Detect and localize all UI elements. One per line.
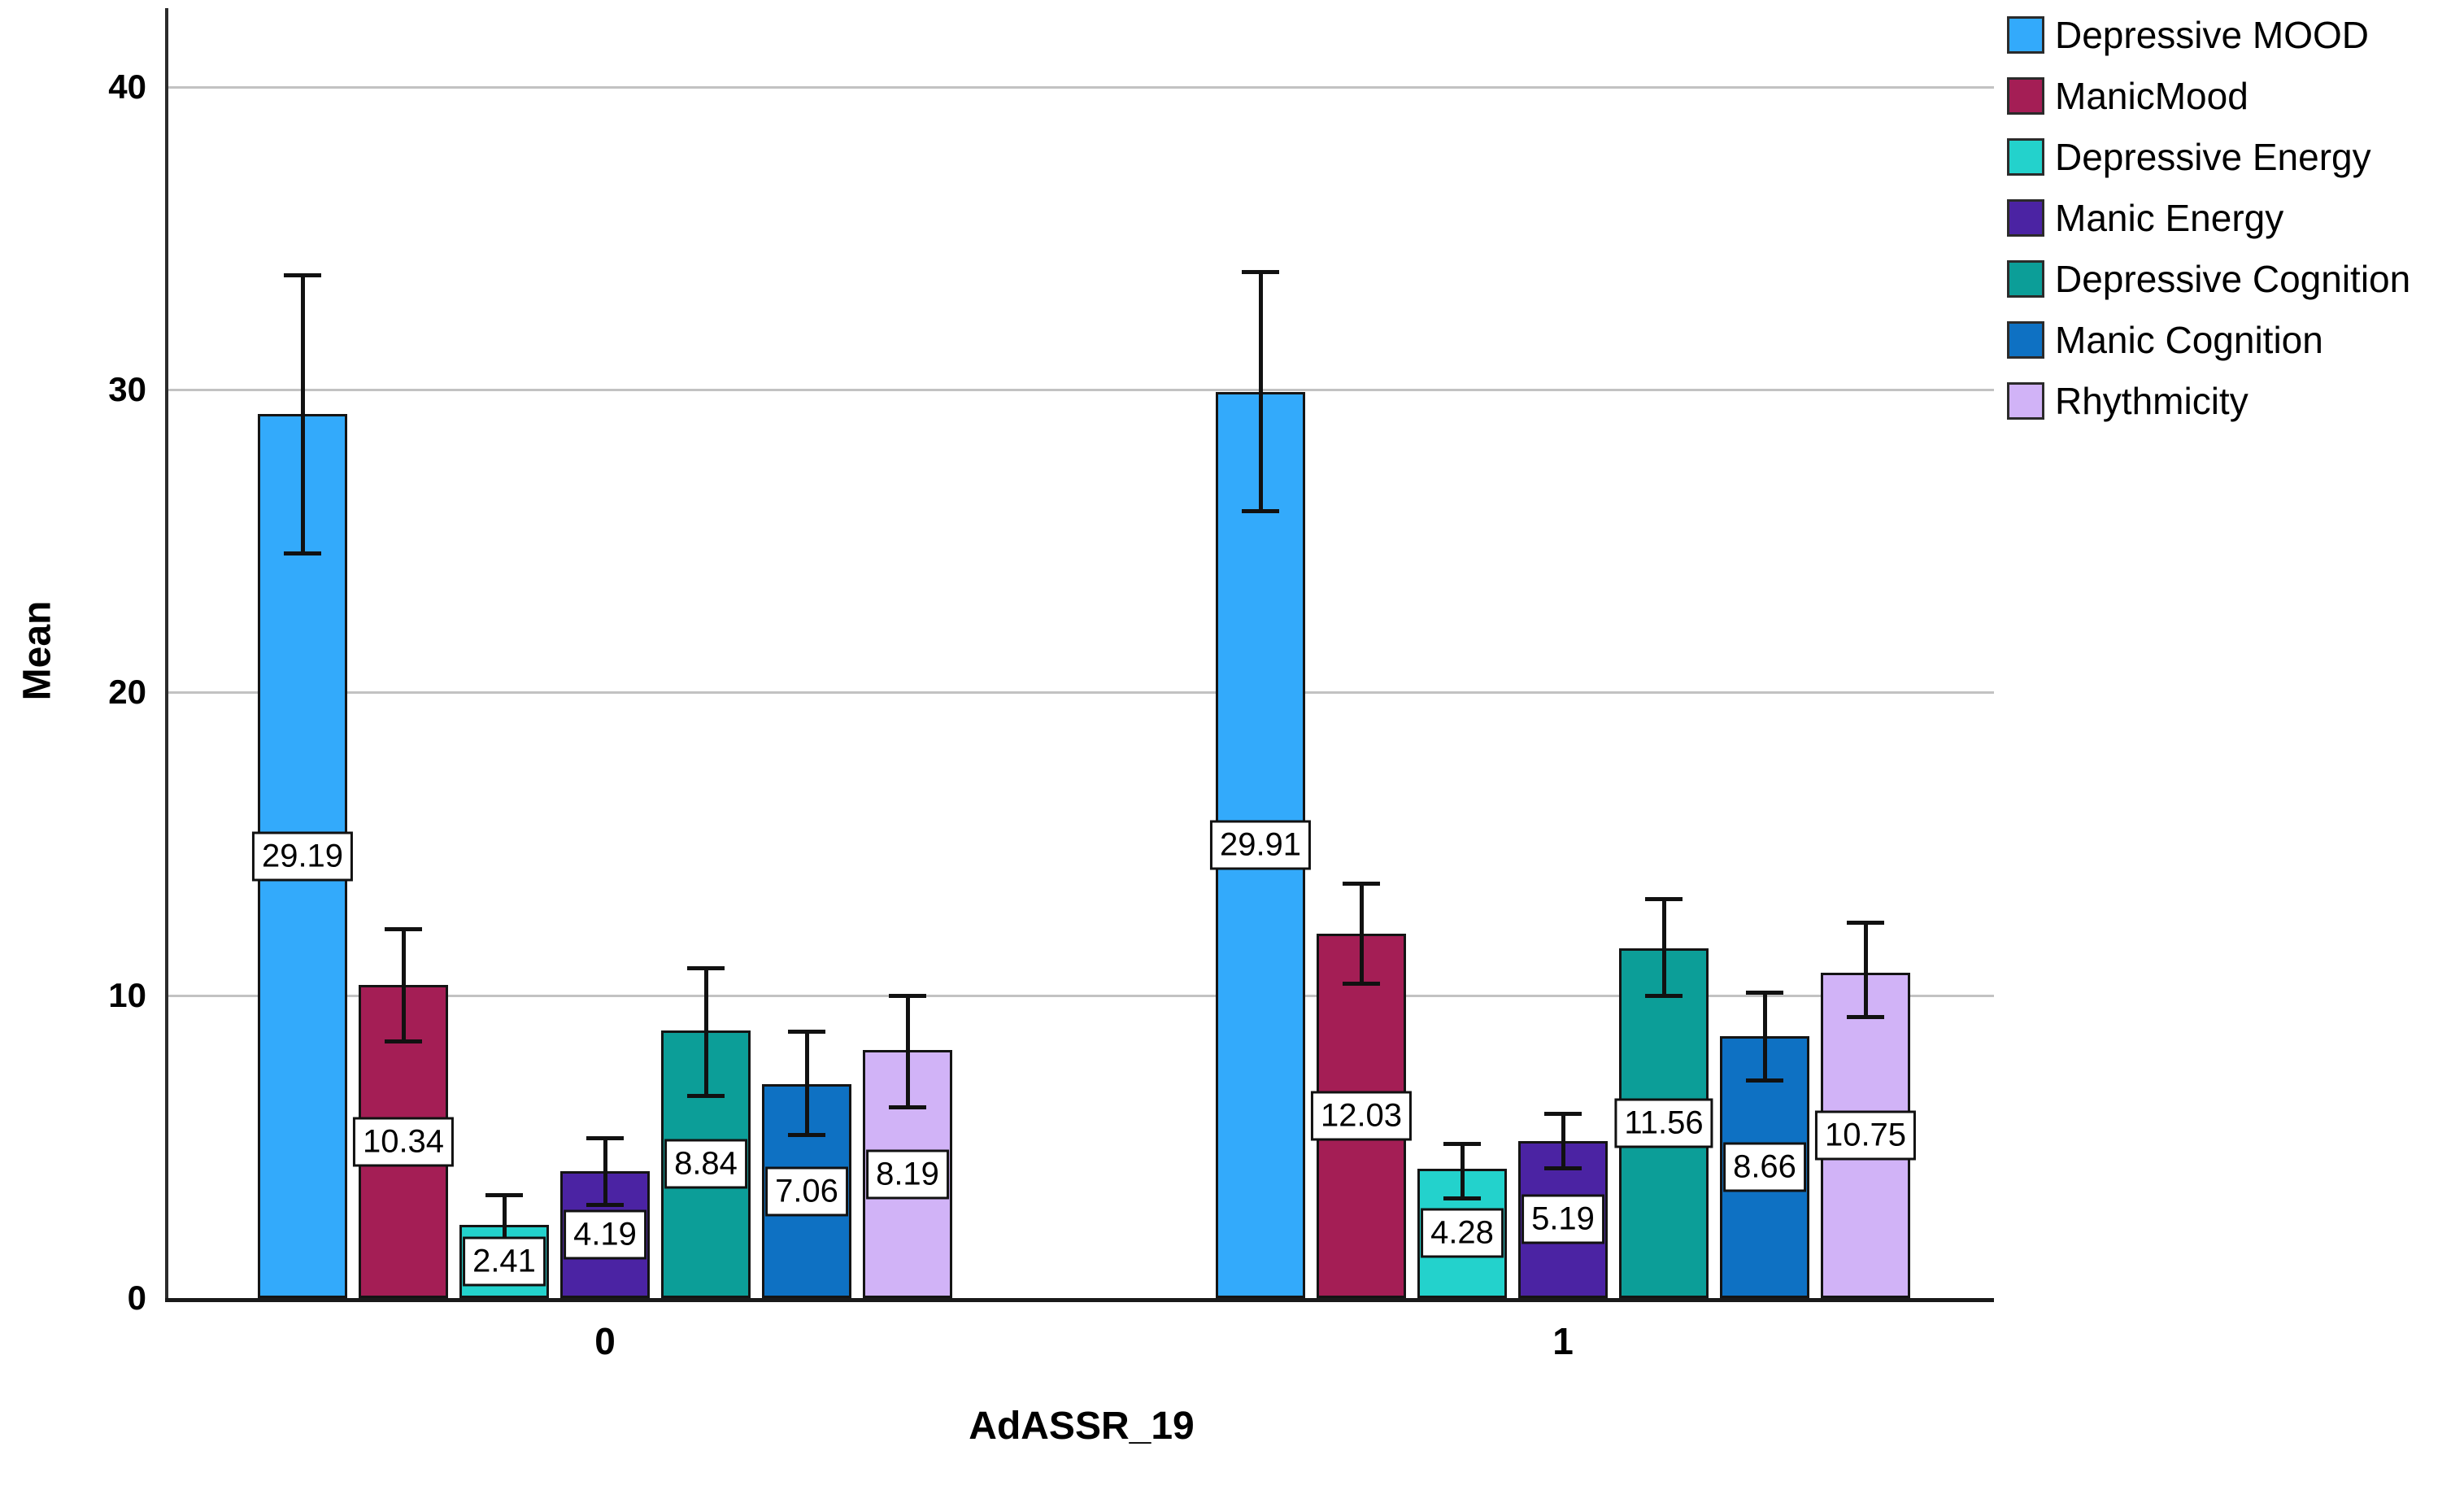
legend-item: ManicMood bbox=[2007, 74, 2410, 118]
x-category-label: 1 bbox=[1552, 1320, 1574, 1362]
legend-swatch bbox=[2007, 321, 2044, 359]
error-bar-cap bbox=[1645, 896, 1683, 901]
error-bar-cap bbox=[284, 272, 321, 277]
error-bar bbox=[300, 274, 305, 554]
error-bar bbox=[1863, 922, 1868, 1017]
error-bar bbox=[603, 1137, 607, 1205]
value-label: 8.19 bbox=[866, 1149, 949, 1200]
legend-label: Manic Energy bbox=[2055, 197, 2284, 239]
value-label: 8.66 bbox=[1723, 1142, 1806, 1192]
legend-item: Depressive MOOD bbox=[2007, 13, 2410, 57]
error-bar-cap bbox=[788, 1030, 825, 1035]
error-bar bbox=[1460, 1144, 1465, 1199]
value-label: 11.56 bbox=[1614, 1098, 1713, 1148]
x-axis-line bbox=[165, 1298, 1994, 1302]
y-tick-label: 30 bbox=[108, 370, 146, 409]
legend-swatch bbox=[2007, 382, 2044, 420]
error-bar-cap bbox=[1645, 993, 1683, 998]
value-label: 29.91 bbox=[1209, 820, 1312, 870]
legend-item: Manic Cognition bbox=[2007, 318, 2410, 362]
error-bar-cap bbox=[586, 1135, 624, 1140]
legend-swatch bbox=[2007, 77, 2044, 115]
error-bar bbox=[703, 968, 708, 1096]
value-label: 29.19 bbox=[251, 831, 354, 882]
error-bar-cap bbox=[1343, 981, 1380, 986]
error-bar bbox=[401, 928, 406, 1041]
y-tick-label: 20 bbox=[108, 673, 146, 712]
error-bar-cap bbox=[284, 551, 321, 556]
legend-swatch bbox=[2007, 199, 2044, 237]
legend-label: Depressive Cognition bbox=[2055, 258, 2411, 300]
error-bar-cap bbox=[1443, 1142, 1481, 1147]
legend-item: Depressive Cognition bbox=[2007, 257, 2410, 301]
value-label: 8.84 bbox=[664, 1139, 747, 1189]
legend-label: Depressive Energy bbox=[2055, 136, 2371, 178]
gridline bbox=[168, 85, 1994, 89]
gridline bbox=[168, 691, 1994, 695]
error-bar-cap bbox=[1544, 1111, 1582, 1116]
value-label: 7.06 bbox=[765, 1166, 848, 1217]
error-bar-cap bbox=[1343, 881, 1380, 886]
error-bar bbox=[1762, 991, 1767, 1080]
error-bar-cap bbox=[788, 1132, 825, 1137]
value-label: 2.41 bbox=[463, 1236, 546, 1287]
value-label: 10.34 bbox=[352, 1117, 455, 1167]
legend-item: Rhythmicity bbox=[2007, 379, 2410, 423]
value-label: 5.19 bbox=[1521, 1194, 1604, 1244]
error-bar bbox=[502, 1195, 507, 1253]
legend: Depressive MOOD ManicMood Depressive Energ… bbox=[2007, 13, 2410, 440]
error-bar-cap bbox=[687, 1093, 725, 1098]
x-category-label: 0 bbox=[594, 1320, 616, 1362]
error-bar-cap bbox=[1746, 1078, 1783, 1083]
legend-label: Manic Cognition bbox=[2055, 319, 2323, 361]
error-bar-cap bbox=[1544, 1165, 1582, 1170]
legend-label: Depressive MOOD bbox=[2055, 14, 2369, 56]
error-bar bbox=[804, 1031, 809, 1135]
gridline bbox=[168, 389, 1994, 392]
y-axis-line bbox=[165, 8, 168, 1301]
error-bar-cap bbox=[586, 1202, 624, 1207]
error-bar-cap bbox=[1847, 1014, 1884, 1019]
value-label: 4.28 bbox=[1421, 1208, 1504, 1258]
error-bar-cap bbox=[889, 993, 926, 998]
error-bar bbox=[1359, 882, 1364, 983]
error-bar-cap bbox=[385, 926, 422, 931]
error-bar bbox=[905, 995, 910, 1108]
legend-label: Rhythmicity bbox=[2055, 380, 2249, 422]
error-bar bbox=[1258, 271, 1263, 511]
legend-swatch bbox=[2007, 138, 2044, 176]
legend-item: Manic Energy bbox=[2007, 196, 2410, 240]
error-bar bbox=[1661, 898, 1666, 996]
legend-swatch bbox=[2007, 260, 2044, 298]
y-tick-label: 40 bbox=[108, 67, 146, 106]
error-bar-cap bbox=[1242, 509, 1279, 514]
y-tick-label: 0 bbox=[127, 1279, 146, 1317]
error-bar-cap bbox=[687, 966, 725, 971]
error-bar-cap bbox=[1443, 1196, 1481, 1201]
legend-label: ManicMood bbox=[2055, 75, 2249, 117]
error-bar-cap bbox=[1847, 921, 1884, 926]
error-bar-cap bbox=[889, 1105, 926, 1110]
error-bar-cap bbox=[1242, 269, 1279, 274]
error-bar-cap bbox=[485, 1193, 523, 1198]
value-label: 4.19 bbox=[564, 1209, 646, 1260]
gridline bbox=[168, 994, 1994, 997]
value-label: 10.75 bbox=[1814, 1110, 1917, 1161]
value-label: 12.03 bbox=[1310, 1091, 1413, 1141]
legend-swatch bbox=[2007, 16, 2044, 54]
error-bar-cap bbox=[1746, 990, 1783, 995]
legend-item: Depressive Energy bbox=[2007, 135, 2410, 179]
error-bar-cap bbox=[385, 1039, 422, 1043]
x-axis-title: AdASSR_19 bbox=[969, 1405, 1195, 1448]
y-tick-label: 10 bbox=[108, 975, 146, 1014]
error-bar bbox=[1561, 1113, 1565, 1168]
